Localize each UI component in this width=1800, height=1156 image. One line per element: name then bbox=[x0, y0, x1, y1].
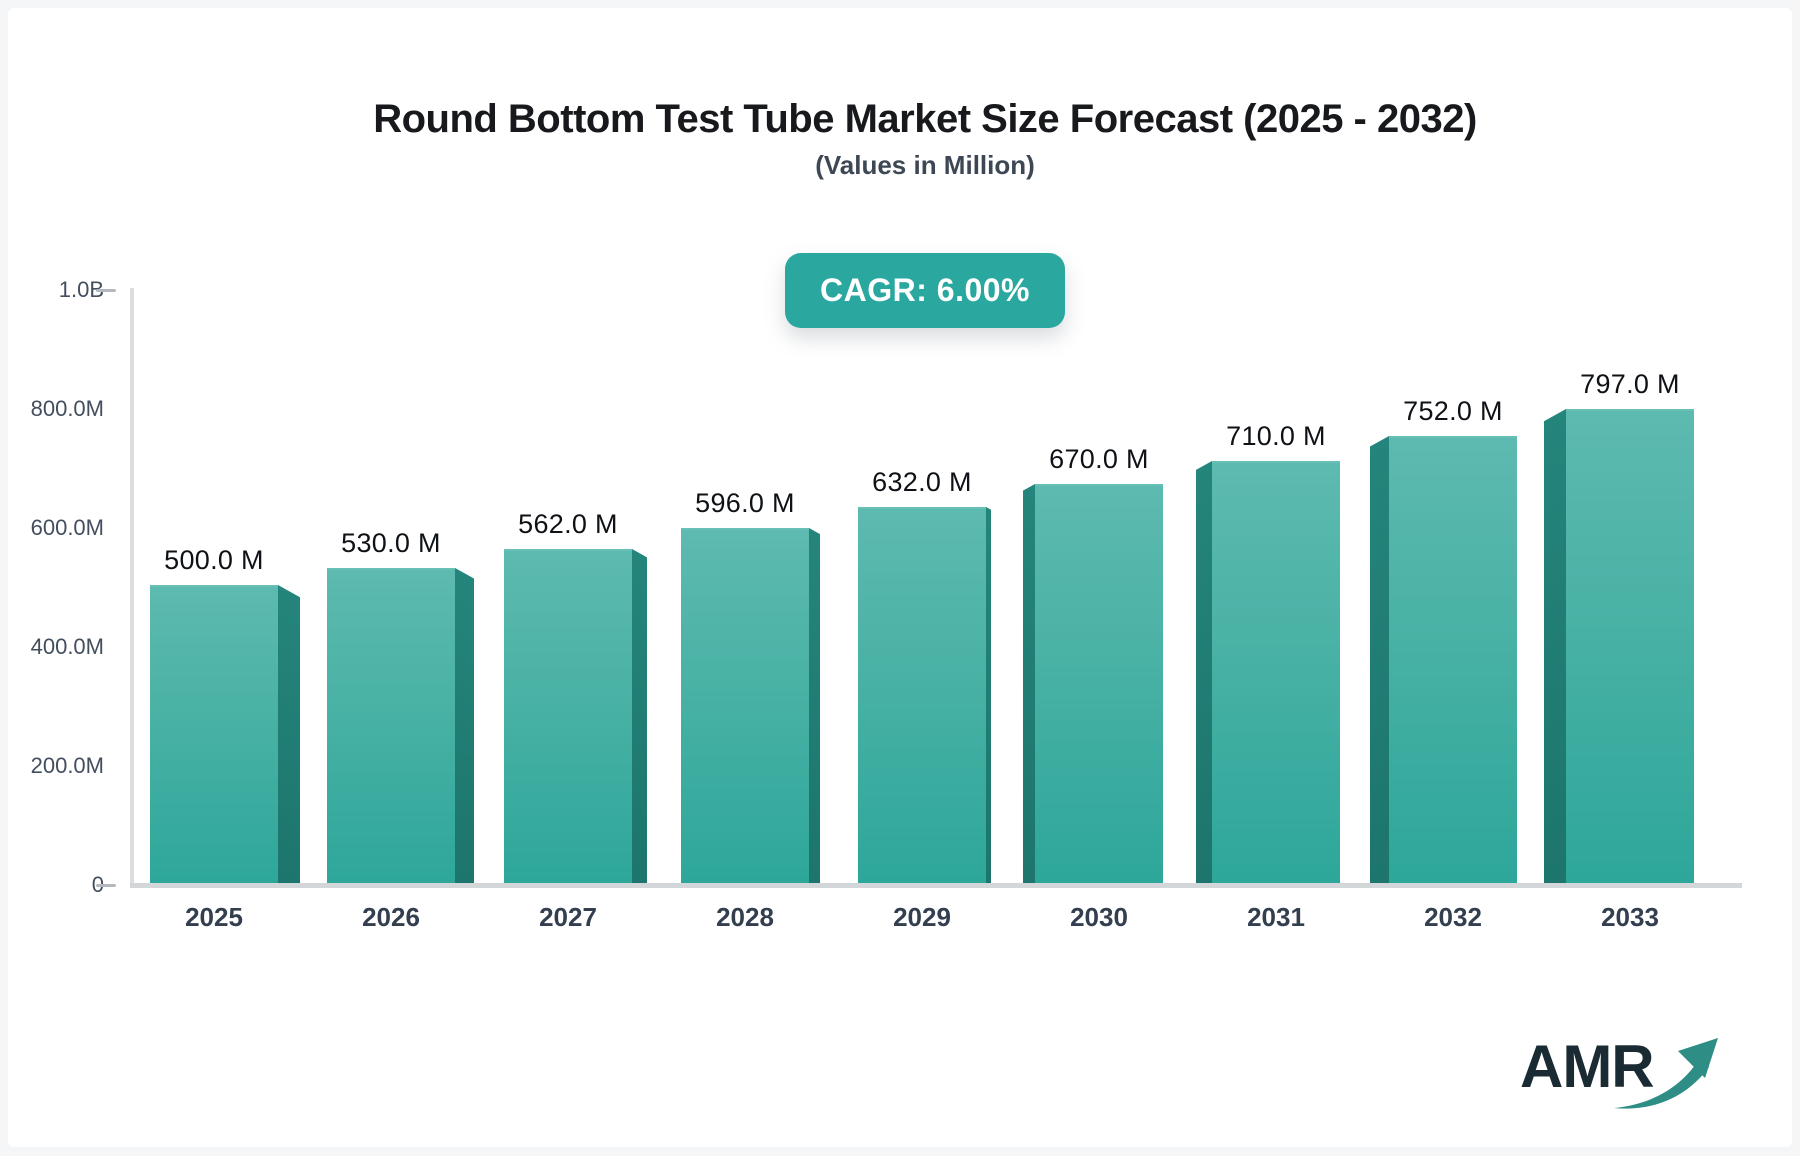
bar-2027 bbox=[504, 549, 632, 883]
growth-arrow-icon bbox=[1614, 1038, 1718, 1109]
bar-2026 bbox=[327, 568, 455, 883]
x-tick-label: 2033 bbox=[1601, 902, 1659, 932]
bar-side-2032 bbox=[1370, 436, 1389, 883]
bar-value-label: 752.0 M bbox=[1403, 396, 1503, 426]
x-tick-label: 2026 bbox=[362, 902, 420, 932]
chart-header: Round Bottom Test Tube Market Size Forec… bbox=[50, 0, 1800, 180]
bar-value-label: 562.0 M bbox=[518, 509, 618, 539]
bar-2030 bbox=[1035, 484, 1163, 883]
bar-value-label: 530.0 M bbox=[341, 528, 441, 558]
amr-logo-text: AMR bbox=[1520, 1033, 1655, 1100]
x-tick-label: 2028 bbox=[716, 902, 774, 932]
bar-value-label: 596.0 M bbox=[695, 488, 795, 518]
bars-layer bbox=[134, 289, 1742, 883]
cagr-badge: CAGR: 6.00% bbox=[785, 253, 1065, 328]
y-axis-line bbox=[130, 288, 134, 886]
y-tick-dash bbox=[96, 884, 116, 887]
y-tick-label: 1.0B bbox=[58, 277, 104, 302]
y-tick-label: 0 bbox=[0, 872, 104, 898]
bar-side-2028 bbox=[809, 528, 820, 883]
x-tick-label: 2027 bbox=[539, 902, 597, 932]
chart-subtitle: (Values in Million) bbox=[815, 150, 1035, 180]
x-tick-label: 2029 bbox=[893, 902, 951, 932]
bar-value-label: 632.0 M bbox=[872, 467, 972, 497]
chart-title: Round Bottom Test Tube Market Size Forec… bbox=[373, 97, 1477, 141]
x-tick-label: 2030 bbox=[1070, 902, 1128, 932]
bar-2029 bbox=[858, 507, 986, 883]
bar-side-2030 bbox=[1023, 484, 1035, 883]
x-axis-line bbox=[130, 883, 1742, 888]
y-tick-label: 400.0M bbox=[30, 634, 104, 659]
y-tick-label: 600.0M bbox=[30, 515, 104, 540]
x-tick-label: 2032 bbox=[1424, 902, 1482, 932]
bar-value-label: 500.0 M bbox=[164, 545, 264, 575]
bar-side-2029 bbox=[986, 507, 991, 883]
y-tick-label: 200.0M bbox=[30, 753, 104, 778]
bar-2025 bbox=[150, 585, 278, 883]
bar-value-label: 670.0 M bbox=[1049, 444, 1149, 474]
bar-2031 bbox=[1212, 461, 1340, 883]
bar-side-2026 bbox=[455, 568, 474, 883]
bar-2033 bbox=[1566, 409, 1694, 883]
bar-value-label: 797.0 M bbox=[1580, 369, 1680, 399]
bar-side-2027 bbox=[632, 549, 647, 883]
x-tick-label: 2031 bbox=[1247, 902, 1305, 932]
bar-2032 bbox=[1389, 436, 1517, 883]
y-tick-label: 800.0M bbox=[30, 396, 104, 421]
bar-2028 bbox=[681, 528, 809, 883]
cagr-badge-label: CAGR: 6.00% bbox=[820, 272, 1030, 308]
bar-side-2025 bbox=[278, 585, 300, 883]
amr-logo: AMR bbox=[1520, 1032, 1730, 1112]
x-tick-label: 2025 bbox=[185, 902, 243, 932]
bar-side-2033 bbox=[1544, 409, 1566, 883]
bar-value-label: 710.0 M bbox=[1226, 421, 1326, 451]
y-tick-dash bbox=[96, 289, 116, 292]
bar-side-2031 bbox=[1196, 461, 1212, 883]
